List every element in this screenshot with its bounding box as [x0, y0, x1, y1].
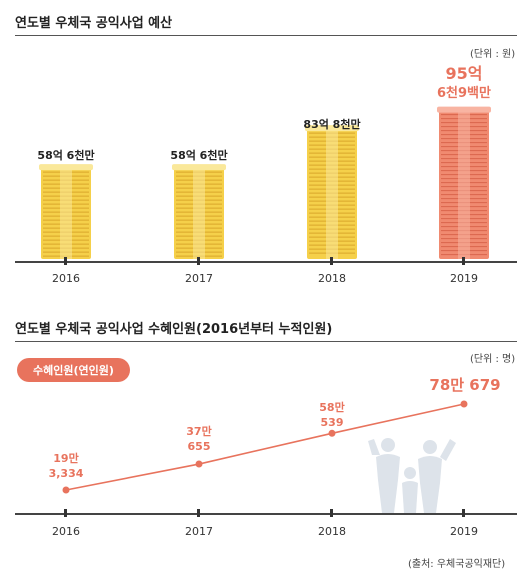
beneficiaries-title-rule [15, 341, 517, 342]
budget-tick-2019 [462, 257, 465, 265]
line-point-label-2019: 78만 679 [429, 376, 501, 394]
budget-bar-2018 [305, 125, 359, 259]
budget-bar-band [326, 129, 338, 259]
line-tick-2017 [197, 509, 200, 517]
line-point-label-2016-line1: 19만 [53, 452, 79, 465]
line-point-label-2017: 37만 655 [159, 424, 239, 454]
line-tick-2019 [462, 509, 465, 517]
budget-title: 연도별 우체국 공익사업 예산 [15, 16, 173, 31]
budget-bar-2016 [39, 164, 93, 259]
budget-bar-band [458, 110, 470, 259]
budget-bar-band [193, 168, 205, 259]
beneficiaries-pill: 수혜인원(연인원) [17, 358, 130, 382]
budget-bar-band [60, 168, 72, 259]
line-point-label-2018-line1: 58만 [319, 401, 345, 414]
line-tick-2016 [64, 509, 67, 517]
line-point-2016 [62, 486, 70, 494]
line-point-2019 [460, 400, 468, 408]
budget-bar-top [305, 125, 359, 132]
line-xlabel-2016: 2016 [52, 525, 80, 538]
source-note: (출처: 우체국공익재단) [408, 559, 506, 570]
line-point-2017 [195, 460, 203, 468]
budget-bar-2019 [437, 106, 491, 259]
budget-value-label-2018: 83억 8천만 [303, 118, 361, 131]
budget-bar-top [172, 164, 226, 171]
budget-xlabel-2018: 2018 [318, 272, 346, 285]
line-point-label-2016-line2: 3,334 [48, 467, 84, 480]
beneficiaries-line [65, 403, 465, 491]
budget-value-label-2016: 58억 6천만 [37, 149, 95, 162]
budget-xlabel-2016: 2016 [52, 272, 80, 285]
budget-title-rule [15, 35, 517, 36]
line-point-label-2018: 58만 539 [292, 400, 372, 430]
budget-unit: (단위 : 원) [470, 49, 516, 60]
budget-xlabel-2019: 2019 [450, 272, 478, 285]
budget-bar-top [437, 106, 491, 113]
beneficiaries-title: 연도별 우체국 공익사업 수혜인원(2016년부터 누적인원) [15, 322, 333, 337]
line-point-2018 [328, 429, 336, 437]
beneficiaries-unit: (단위 : 명) [470, 354, 516, 365]
budget-bars [39, 106, 491, 259]
line-point-label-2017-line1: 37만 [186, 425, 212, 438]
budget-value-label-2019-line1: 95억 [445, 64, 483, 83]
budget-tick-2016 [64, 257, 67, 265]
budget-x-axis [15, 261, 517, 263]
line-xlabel-2018: 2018 [318, 525, 346, 538]
line-point-label-2016: 19만 3,334 [26, 451, 106, 481]
budget-bar-2017 [172, 164, 226, 259]
family-silhouette-icon [368, 435, 458, 515]
line-tick-2018 [330, 509, 333, 517]
beneficiaries-x-axis [15, 513, 517, 515]
budget-value-label-2017: 58억 6천만 [170, 149, 228, 162]
budget-bar-top [39, 164, 93, 171]
line-xlabel-2019: 2019 [450, 525, 478, 538]
budget-tick-2017 [197, 257, 200, 265]
line-xlabel-2017: 2017 [185, 525, 213, 538]
line-point-label-2018-line2: 539 [320, 416, 344, 429]
budget-xlabel-2017: 2017 [185, 272, 213, 285]
budget-value-label-2019-line2: 6천9백만 [437, 86, 491, 101]
budget-value-label-2019: 95억 6천9백만 [404, 64, 524, 104]
line-point-label-2017-line2: 655 [187, 440, 211, 453]
budget-tick-2018 [330, 257, 333, 265]
beneficiaries-line-chart [62, 400, 468, 494]
